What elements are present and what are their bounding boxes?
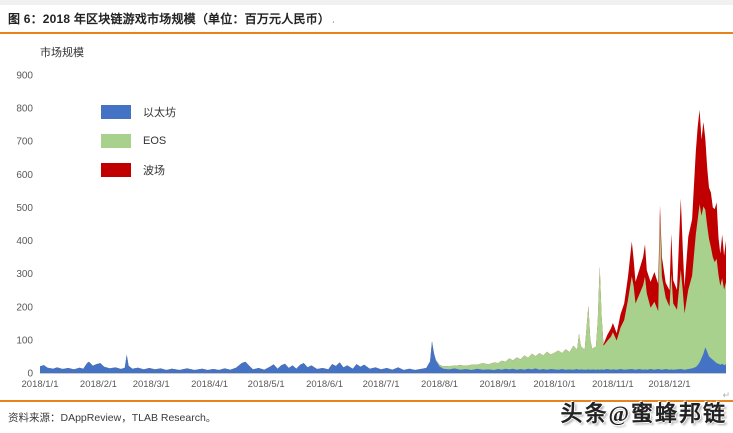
line-break-mark: ↵: [722, 390, 730, 400]
figure-title: 图 6：2018 年区块链游戏市场规模（单位：百万元人民币） ،: [8, 10, 708, 27]
legend-item-tron: 波场: [101, 162, 221, 178]
paragraph-mark: ،: [332, 16, 335, 25]
tron-swatch: [101, 163, 131, 177]
y-tick-label: 600: [16, 170, 33, 181]
x-tick-label: 2018/7/1: [363, 379, 400, 390]
x-tick-label: 2018/12/1: [648, 379, 690, 390]
ethereum-area: [40, 341, 726, 373]
y-tick-label: 800: [16, 104, 33, 115]
legend-item-eos: EOS: [101, 133, 221, 149]
eos-area: [40, 204, 726, 373]
y-tick-label: 500: [16, 203, 33, 214]
y-tick-label: 0: [27, 369, 33, 380]
x-tick-label: 2018/9/1: [479, 379, 516, 390]
y-tick-label: 700: [16, 137, 33, 148]
x-tick-label: 2018/3/1: [133, 379, 170, 390]
legend-label-eos: EOS: [143, 135, 167, 147]
y-tick-label: 400: [16, 236, 33, 247]
y-tick-label: 100: [16, 335, 33, 346]
figure-title-text: 图 6：2018 年区块链游戏市场规模（单位：百万元人民币）: [8, 12, 331, 26]
ethereum-swatch: [101, 105, 131, 119]
y-tick-label: 900: [16, 71, 33, 82]
x-tick-label: 2018/1/1: [22, 379, 59, 390]
footer-divider-line: [0, 400, 733, 402]
x-tick-label: 2018/4/1: [191, 379, 228, 390]
x-tick-label: 2018/6/1: [306, 379, 343, 390]
title-divider-line: [0, 32, 733, 34]
page-top-edge: [0, 0, 733, 5]
chart-legend: 以太坊 EOS 波场: [101, 104, 221, 178]
y-tick-label: 200: [16, 302, 33, 313]
legend-item-ethereum: 以太坊: [101, 104, 221, 120]
legend-label-tron: 波场: [143, 165, 165, 177]
y-axis-title: 市场规模: [40, 47, 84, 59]
x-tick-label: 2018/10/1: [533, 379, 575, 390]
legend-label-ethereum: 以太坊: [143, 107, 176, 119]
y-tick-label: 300: [16, 269, 33, 280]
x-tick-label: 2018/2/1: [80, 379, 117, 390]
x-tick-label: 2018/8/1: [421, 379, 458, 390]
source-attribution: 资料来源：DAppReview，TLAB Research。: [8, 412, 217, 424]
toutiao-watermark: 头条@蜜蜂邦链: [560, 401, 727, 426]
eos-swatch: [101, 134, 131, 148]
x-tick-label: 2018/5/1: [248, 379, 285, 390]
x-tick-label: 2018/11/1: [592, 379, 634, 390]
